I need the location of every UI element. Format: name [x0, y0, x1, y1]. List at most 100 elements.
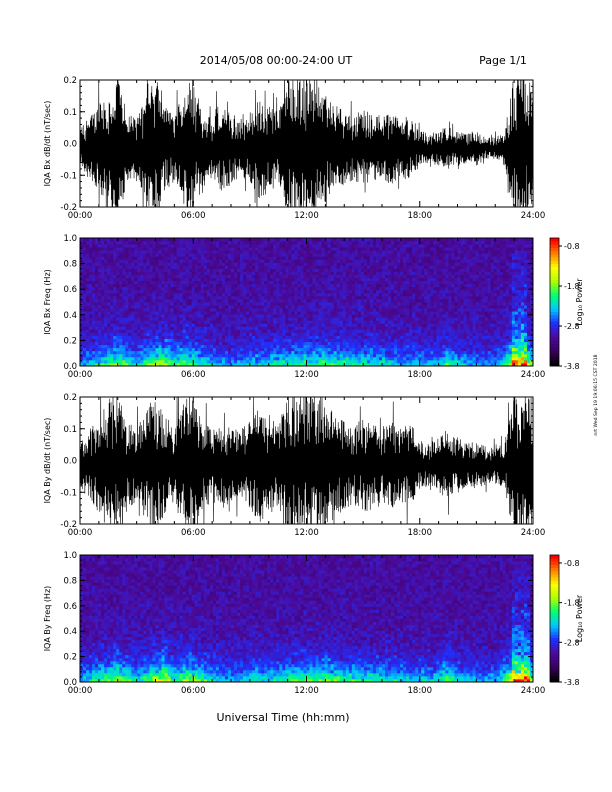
spectrogram-cell — [107, 244, 111, 248]
spectrogram-cell — [394, 259, 398, 263]
spectrogram-cell — [382, 362, 386, 367]
spectrogram-cell — [342, 262, 347, 266]
spectrogram-cell — [318, 356, 322, 361]
spectrogram-cell — [397, 305, 401, 309]
spectrogram-cell — [366, 283, 371, 288]
spectrogram-cell — [261, 320, 265, 324]
spectrogram-cell — [421, 289, 425, 294]
spectrogram-cell — [297, 286, 301, 291]
spectrogram-cell — [98, 341, 102, 346]
spectrogram-cell — [212, 332, 217, 336]
spectrogram-cell — [418, 305, 422, 309]
spectrogram-cell — [137, 241, 141, 245]
spectrogram-cell — [167, 326, 171, 330]
spectrogram-cell — [83, 323, 87, 327]
spectrogram-cell — [83, 274, 87, 279]
spectrogram-cell — [246, 347, 250, 352]
spectrogram-cell — [110, 289, 114, 294]
spectrogram-cell — [209, 292, 214, 297]
spectrogram-cell — [140, 274, 144, 279]
spectrogram-cell — [240, 302, 244, 306]
spectrogram-cell — [149, 344, 153, 349]
spectrogram-cell — [95, 265, 99, 269]
spectrogram-cell — [95, 286, 99, 291]
spectrogram-cell — [297, 317, 301, 321]
spectrogram-cell — [285, 247, 289, 251]
spectrogram-cell — [246, 292, 250, 297]
spectrogram-cell — [372, 262, 377, 266]
spectrogram-cell — [424, 280, 428, 285]
spectrogram-cell — [357, 274, 362, 279]
spectrogram-cell — [134, 250, 138, 254]
spectrogram-cell — [360, 308, 365, 312]
spectrogram-cell — [357, 320, 362, 324]
spectrogram-cell — [363, 280, 368, 285]
spectrogram-cell — [300, 302, 304, 306]
spectrogram-cell — [424, 247, 428, 251]
spectrogram-cell — [291, 311, 295, 315]
spectrogram-cell — [288, 298, 292, 303]
spectrogram-cell — [152, 283, 156, 288]
spectrogram-cell — [360, 338, 365, 343]
spectrogram-cell — [212, 283, 217, 288]
spectrogram-cell — [391, 238, 395, 242]
spectrogram-cell — [421, 256, 425, 260]
spectrogram-cell — [212, 314, 217, 318]
spectrogram-cell — [382, 247, 386, 251]
spectrogram-cell — [363, 305, 368, 309]
spectrogram-cell — [80, 314, 84, 318]
spectrogram-cell — [221, 314, 226, 318]
spectrogram-cell — [155, 326, 159, 330]
spectrogram-cell — [327, 256, 332, 260]
spectrogram-cell — [128, 286, 132, 291]
spectrogram-cell — [258, 359, 262, 364]
spectrogram-cell — [321, 253, 326, 257]
spectrogram-cell — [179, 356, 184, 361]
spectrogram-cell — [255, 280, 259, 285]
spectrogram-cell — [113, 350, 117, 355]
spectrogram-cell — [375, 271, 380, 275]
spectrogram-cell — [369, 338, 374, 343]
spectrogram-cell — [321, 338, 326, 343]
spectrogram-cell — [200, 277, 205, 282]
spectrogram-cell — [391, 295, 395, 300]
spectrogram-cell — [249, 268, 253, 272]
spectrogram-cell — [300, 353, 304, 358]
spectrogram-cell — [363, 286, 368, 291]
spectrogram-cell — [116, 247, 120, 251]
spectrogram-cell — [285, 280, 289, 285]
spectrogram-cell — [128, 359, 132, 364]
spectrogram-cell — [382, 302, 386, 306]
spectrogram-cell — [86, 362, 90, 367]
spectrogram-cell — [173, 253, 178, 257]
spectrogram-cell — [209, 262, 214, 266]
spectrogram-cell — [116, 338, 120, 343]
spectrogram-cell — [179, 298, 184, 303]
spectrogram-cell — [342, 289, 347, 294]
spectrogram-cell — [354, 259, 359, 263]
spectrogram-cell — [270, 302, 274, 306]
spectrogram-cell — [110, 356, 114, 361]
spectrogram-cell — [185, 244, 190, 248]
spectrogram-cell — [122, 308, 126, 312]
spectrogram-cell — [363, 298, 368, 303]
spectrogram-cell — [430, 347, 434, 352]
spectrogram-cell — [104, 356, 108, 361]
spectrogram-cell — [200, 344, 205, 349]
spectrogram-cell — [101, 244, 105, 248]
spectrogram-cell — [348, 338, 353, 343]
spectrogram-cell — [146, 320, 150, 324]
spectrogram-cell — [327, 326, 332, 330]
spectrogram-cell — [264, 356, 268, 361]
spectrogram-cell — [357, 335, 362, 339]
spectrogram-cell — [258, 317, 262, 321]
spectrogram-cell — [285, 259, 289, 263]
spectrogram-cell — [218, 265, 223, 269]
spectrogram-cell — [146, 259, 150, 263]
spectrogram-cell — [110, 283, 114, 288]
spectrogram-cell — [421, 320, 425, 324]
spectrogram-cell — [206, 338, 211, 343]
spectrogram-cell — [306, 277, 310, 282]
spectrogram-cell — [209, 274, 214, 279]
spectrogram-cell — [406, 362, 410, 367]
